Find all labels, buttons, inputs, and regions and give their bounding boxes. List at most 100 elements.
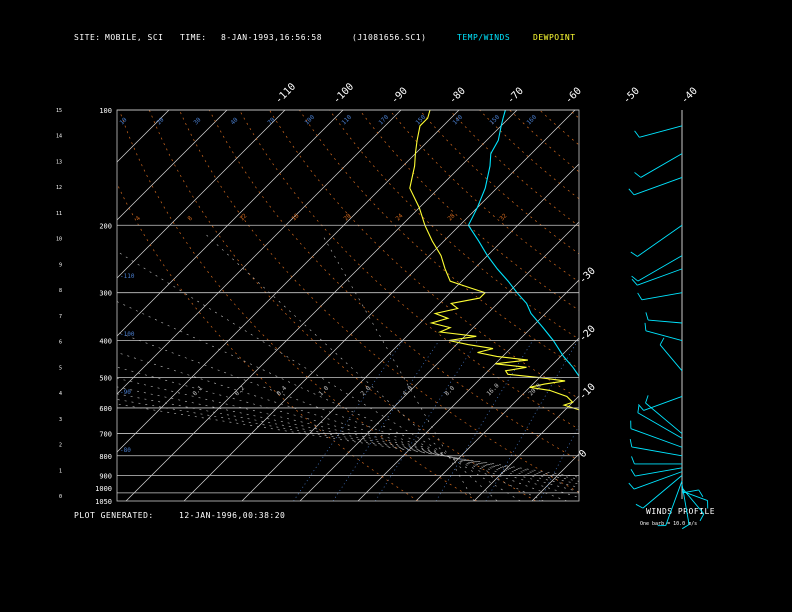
mixing-ratio-label: 20.0 bbox=[527, 382, 542, 397]
wind-barb-flag bbox=[659, 337, 665, 346]
wind-barb-flag bbox=[629, 438, 633, 448]
height-tick-label: 10 bbox=[56, 237, 62, 243]
adiabat-label-top: 40 bbox=[229, 116, 239, 126]
dry-adiabat bbox=[479, 110, 579, 200]
wind-barb-flag bbox=[645, 395, 649, 404]
isotherm-label-left: -90 bbox=[120, 389, 131, 396]
adiabat-label-top: 70 bbox=[266, 116, 276, 126]
wind-barb-flag bbox=[631, 275, 639, 282]
pressure-tick-label: 300 bbox=[99, 290, 112, 298]
dry-adiabat bbox=[148, 110, 536, 501]
isotherm-line bbox=[183, 110, 576, 501]
isotherm-line bbox=[415, 337, 579, 501]
temperature-tick-label-top: -70 bbox=[505, 86, 526, 107]
isotherm-line bbox=[706, 110, 792, 501]
mixing-ratio-line bbox=[539, 425, 579, 501]
moist-adiabat bbox=[117, 331, 567, 501]
isotherm-line bbox=[117, 110, 344, 337]
wind-barb bbox=[631, 446, 683, 457]
dry-adiabat bbox=[630, 110, 792, 501]
site-label: SITE: bbox=[74, 33, 101, 42]
wind-barb bbox=[637, 255, 683, 282]
pressure-tick-label: 100 bbox=[99, 107, 112, 115]
wind-barb-flag bbox=[645, 312, 649, 321]
isotherm-line bbox=[241, 163, 579, 501]
height-tick-label: 12 bbox=[56, 185, 62, 191]
isotherm-line bbox=[117, 110, 286, 279]
mixing-ratio-line bbox=[680, 341, 752, 502]
mixing-ratio-label: 16.0 bbox=[485, 382, 500, 397]
isotherm-label-left: -80 bbox=[120, 447, 131, 454]
wind-barb-flag bbox=[638, 404, 644, 411]
dry-adiabat bbox=[720, 110, 792, 501]
adiabat-label-top: 150 bbox=[488, 114, 501, 127]
dry-adiabat bbox=[509, 110, 579, 173]
mixing-ratio-label: 4.0 bbox=[401, 385, 414, 398]
plot-area bbox=[0, 110, 792, 502]
moist-adiabat bbox=[117, 403, 579, 478]
plot-generated-value: 12-JAN-1996,00:38:20 bbox=[179, 511, 286, 520]
dry-adiabat bbox=[419, 110, 579, 255]
isotherm-line bbox=[531, 453, 579, 501]
temperature-tick-label-top: -110 bbox=[273, 81, 298, 106]
wind-barb bbox=[640, 153, 683, 178]
temperature-tick-label-top: -60 bbox=[563, 86, 584, 107]
wind-barb bbox=[641, 292, 683, 301]
mixing-ratio-label: 2.0 bbox=[359, 385, 372, 398]
isotherm-line bbox=[117, 110, 170, 163]
temperature-tick-label-right: -30 bbox=[577, 266, 598, 287]
temperature-tick-label-top: -50 bbox=[621, 86, 642, 107]
adiabat-label-top: 110 bbox=[340, 114, 353, 127]
height-tick-label: 2 bbox=[59, 443, 62, 449]
dry-adiabat bbox=[780, 110, 792, 501]
isotherm-line bbox=[0, 110, 53, 501]
wind-barb-flag bbox=[630, 251, 638, 257]
wind-barb bbox=[645, 330, 683, 341]
wind-barb bbox=[648, 319, 683, 324]
mixing-ratio-line bbox=[597, 341, 678, 502]
pressure-tick-label: 1050 bbox=[95, 498, 112, 506]
wind-barb bbox=[681, 487, 705, 515]
dry-adiabat bbox=[690, 110, 792, 501]
adiabat-label-top: 150 bbox=[414, 114, 427, 127]
mixing-ratio-line bbox=[375, 340, 478, 501]
temperature-line bbox=[467, 110, 579, 378]
wind-barb-flag bbox=[634, 130, 640, 138]
wind-barb bbox=[645, 402, 683, 434]
wind-barb-flag bbox=[634, 172, 642, 178]
dry-adiabat bbox=[178, 110, 579, 493]
wind-barb bbox=[637, 268, 683, 286]
isotherm-line bbox=[117, 110, 228, 221]
mixing-ratio-line bbox=[435, 340, 533, 501]
isotherm-line bbox=[0, 110, 111, 501]
moist-adiabat bbox=[117, 393, 579, 482]
wind-barb bbox=[665, 480, 683, 526]
dry-adiabat bbox=[329, 110, 579, 340]
pressure-tick-label: 600 bbox=[99, 405, 112, 413]
moist-adiabat bbox=[204, 233, 498, 501]
wind-barb-flag bbox=[631, 278, 638, 286]
mixing-ratio-label: 0.4 bbox=[275, 385, 288, 398]
wind-barb bbox=[633, 177, 683, 196]
legend-temp-winds: TEMP/WINDS bbox=[457, 33, 511, 42]
moist-adiabat bbox=[117, 399, 579, 480]
height-tick-label: 0 bbox=[59, 494, 62, 500]
winds-profile-label: WINDS PROFILE bbox=[646, 507, 716, 516]
adiabat-label-top: 160 bbox=[525, 114, 538, 127]
wind-barb bbox=[642, 475, 683, 509]
isotherm-line bbox=[125, 110, 518, 501]
temperature-tick-label-top: -40 bbox=[679, 86, 700, 107]
isotherm-line bbox=[473, 395, 579, 501]
pressure-tick-label: 500 bbox=[99, 375, 112, 383]
dry-adiabat bbox=[660, 110, 792, 501]
height-tick-label: 6 bbox=[59, 340, 62, 346]
wind-barb-flag bbox=[635, 503, 644, 509]
temperature-tick-label-right: -10 bbox=[577, 382, 598, 403]
wind-barb bbox=[637, 224, 683, 257]
mixing-ratio-label: 1.0 bbox=[317, 385, 330, 398]
height-tick-label: 8 bbox=[59, 288, 62, 294]
pressure-tick-label: 1000 bbox=[95, 485, 112, 493]
adiabat-label-top: 170 bbox=[377, 114, 390, 127]
adiabat-label-top: 20 bbox=[155, 116, 165, 126]
isotherm-line bbox=[357, 279, 579, 501]
